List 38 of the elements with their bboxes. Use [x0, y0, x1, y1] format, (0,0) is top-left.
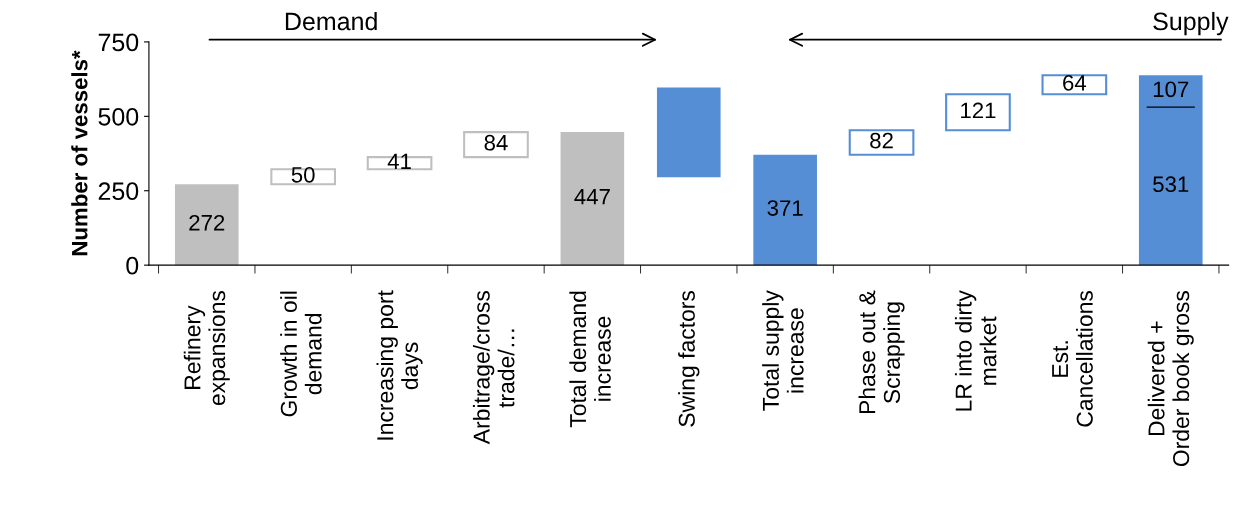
bar [848, 129, 915, 156]
y-tick-label: 0 [126, 256, 139, 275]
y-tick-label: 250 [98, 182, 139, 201]
data-label: 41 [387, 153, 411, 169]
text: Demand [285, 11, 377, 31]
data-label: 447 [574, 189, 610, 205]
x-tick-label: Refinery expansions [183, 290, 230, 406]
data-label: 50 [291, 166, 315, 183]
x-tick-label: Total supply increase [762, 290, 804, 411]
y-tick-label: 500 [98, 107, 139, 126]
y-axis-title: Number of vessels* [71, 50, 88, 256]
data-label: 272 [189, 214, 225, 231]
data-label: 107 [1153, 81, 1189, 98]
x-tick-label: Increasing port days [376, 290, 423, 440]
bar [656, 87, 721, 178]
x-tick-label: Arbitrage/cross trade/… [472, 290, 515, 445]
x-tick-label: Total demand increase [569, 291, 611, 428]
bar [560, 132, 625, 266]
bar [174, 184, 239, 266]
data-label: 371 [767, 200, 803, 216]
bar [463, 131, 529, 159]
x-tick-label: Delivered + Order book gross [1147, 290, 1194, 467]
data-label: 531 [1153, 176, 1189, 193]
x-tick-label: LR into dirty market [954, 290, 997, 411]
text: Supply [1153, 11, 1229, 36]
x-tick-label: Swing factors [678, 290, 700, 427]
x-tick-label: Growth in oil demand [280, 291, 322, 417]
bar [270, 168, 337, 186]
data-label: 84 [484, 134, 508, 151]
bar [1041, 74, 1108, 96]
data-label: 121 [961, 102, 996, 119]
x-tick-label: Est. Cancellations [1052, 290, 1093, 427]
data-label: 82 [870, 132, 893, 149]
y-tick-label: 750 [98, 33, 139, 52]
bar [945, 93, 1011, 132]
data-label: 64 [1063, 75, 1087, 91]
x-tick-label: Phase out & Scrapping [858, 290, 905, 414]
bar [753, 154, 817, 266]
